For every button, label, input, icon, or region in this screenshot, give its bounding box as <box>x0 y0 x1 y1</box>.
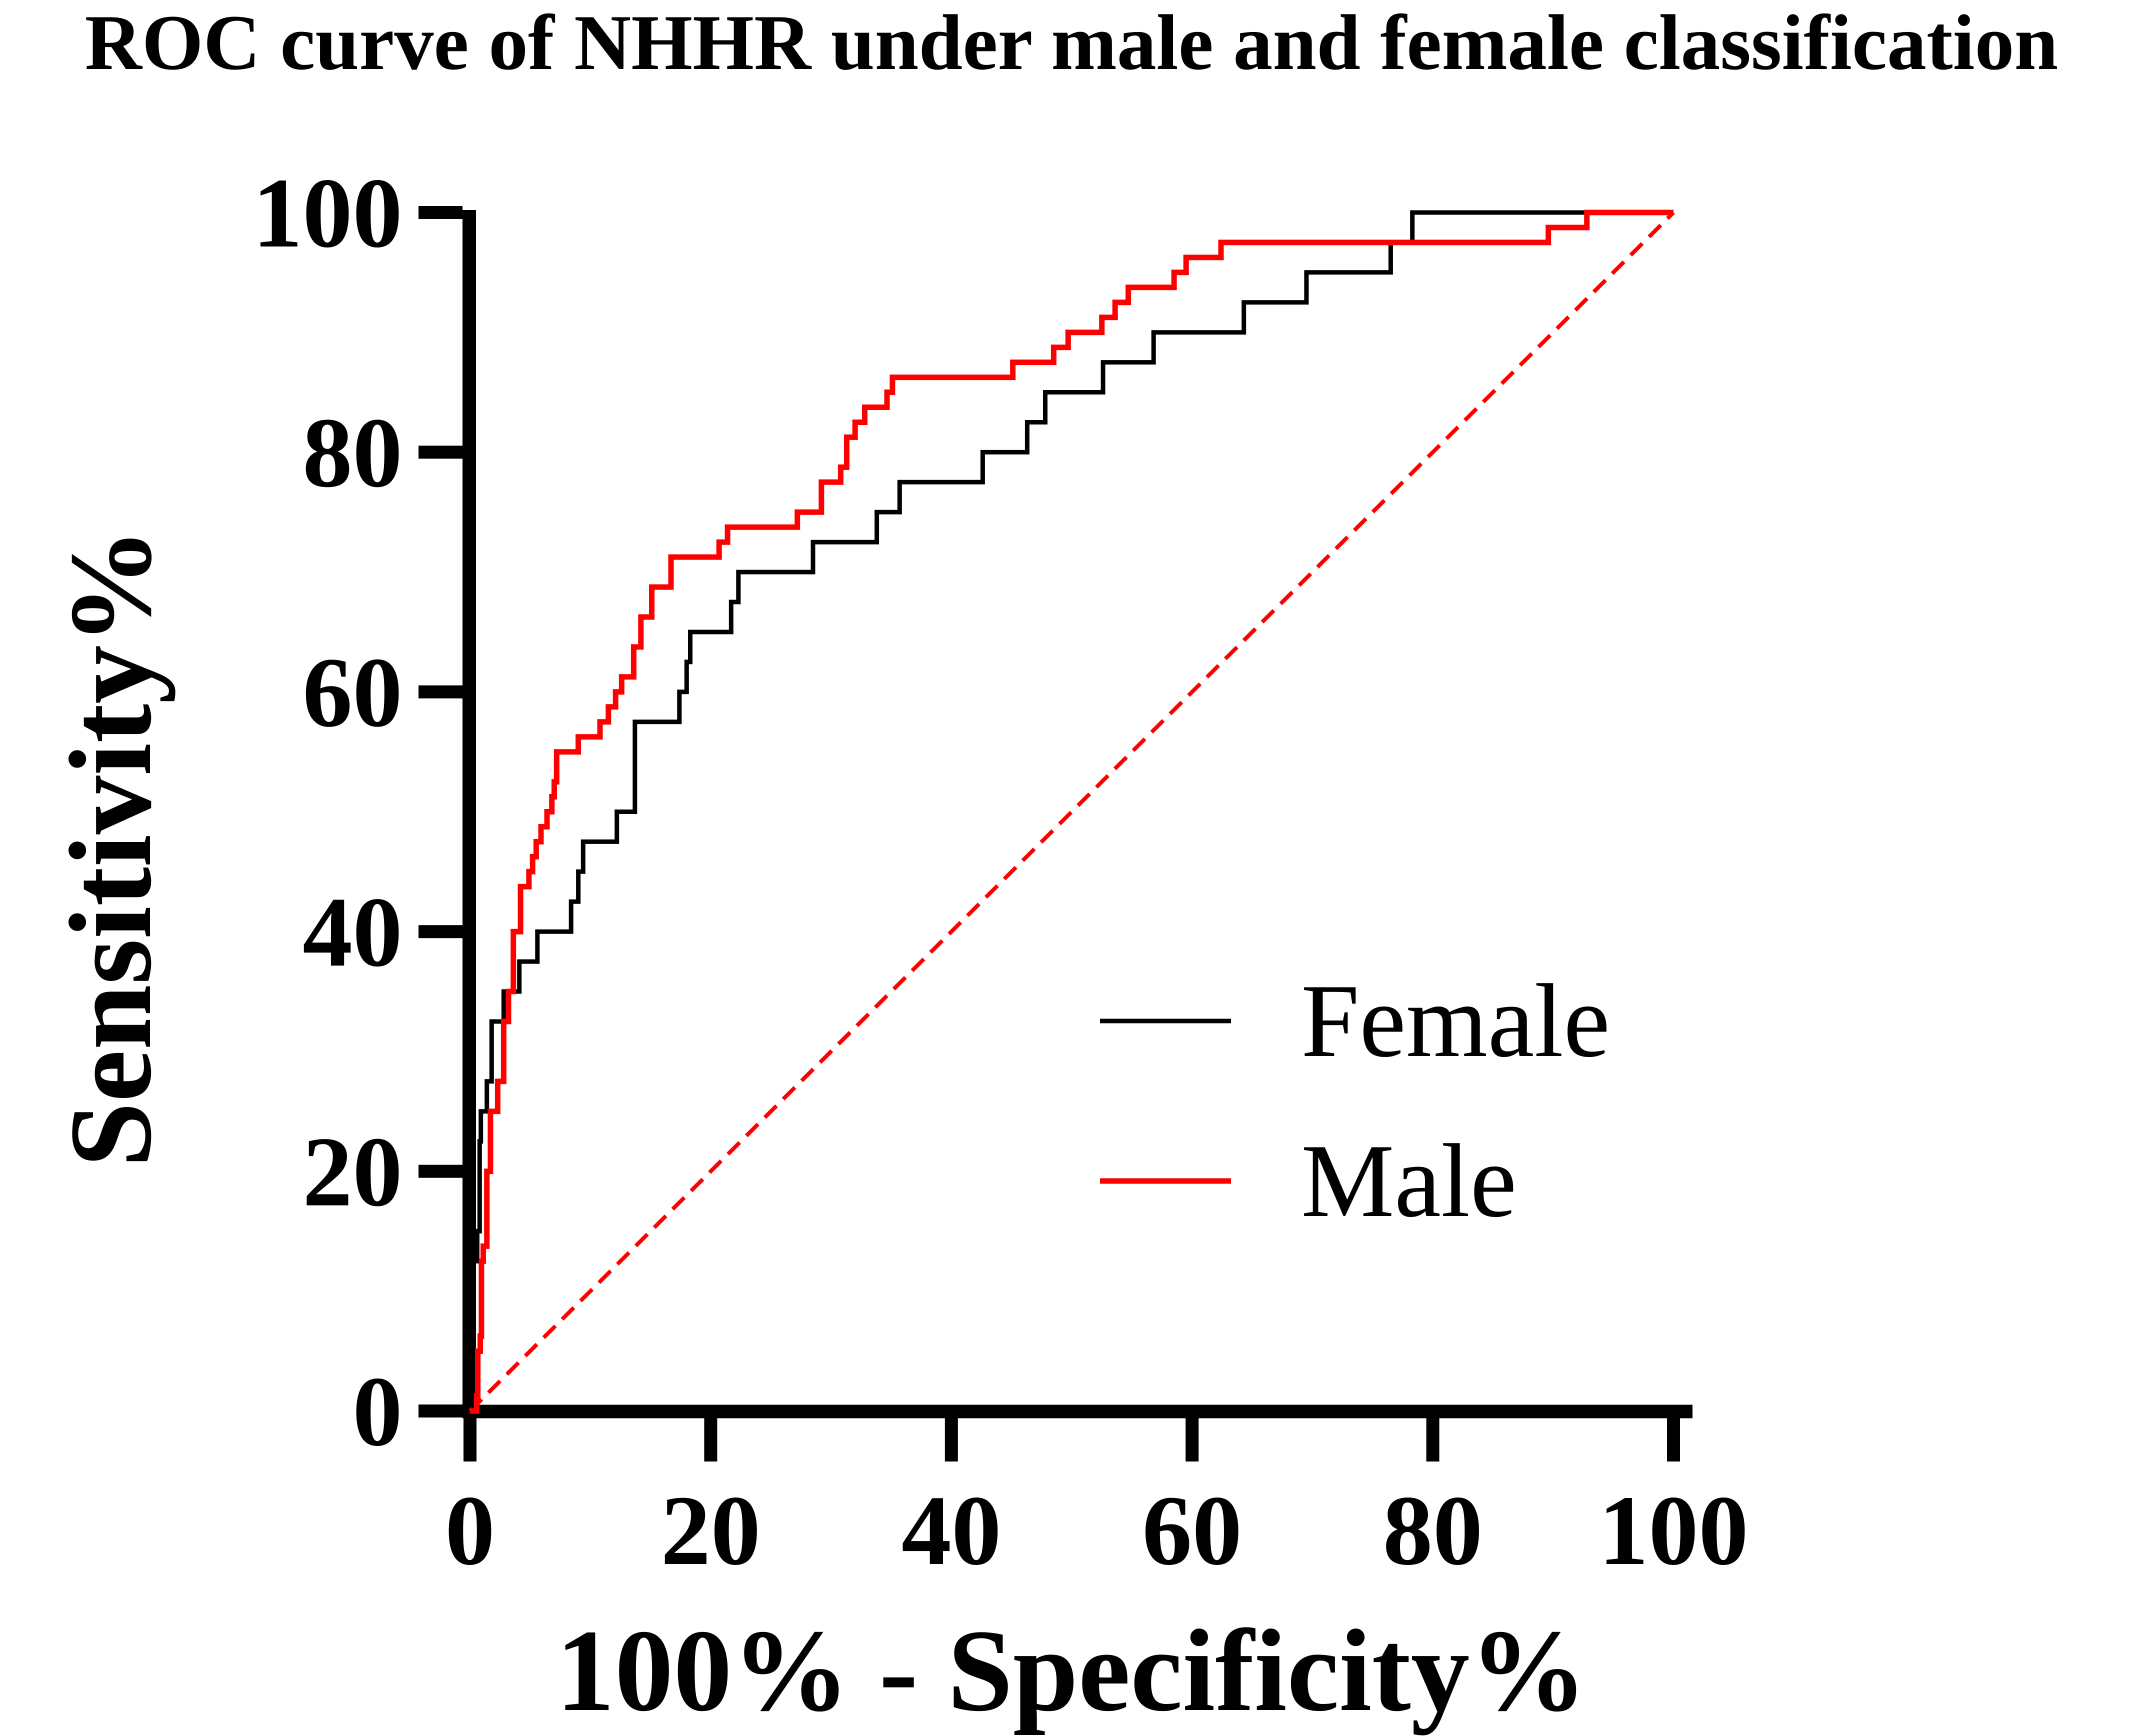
plot-area <box>468 210 1675 1414</box>
axes: 0 20 40 60 80 100 0 20 40 60 80 100 <box>252 158 1748 1586</box>
y-axis-ticks <box>418 206 462 1418</box>
y-tick-label: 100 <box>252 158 402 268</box>
x-tick-label: 60 <box>1142 1476 1242 1586</box>
legend-item-male: Male <box>1100 1123 1516 1239</box>
x-axis-tick-labels: 0 20 40 60 80 100 <box>445 1476 1748 1586</box>
x-tick-label: 0 <box>445 1476 495 1586</box>
female-roc-curve <box>470 210 1674 1414</box>
x-axis-title: 100% - Specificity% <box>556 1606 1587 1736</box>
x-tick-label: 40 <box>902 1476 1002 1586</box>
y-tick-label: 20 <box>302 1117 402 1228</box>
x-tick-label: 100 <box>1598 1476 1748 1586</box>
female-legend-label: Female <box>1301 963 1610 1079</box>
x-tick-label: 20 <box>660 1476 760 1586</box>
y-tick-label: 60 <box>302 638 402 748</box>
male-legend-label: Male <box>1301 1123 1516 1239</box>
male-roc-curve <box>470 210 1674 1414</box>
y-axis-title: Sensitivity% <box>46 528 176 1168</box>
y-axis-tick-labels: 0 20 40 60 80 100 <box>252 158 402 1467</box>
x-tick-label: 80 <box>1383 1476 1483 1586</box>
y-tick-label: 40 <box>302 877 402 988</box>
chart-title: ROC curve of NHHR under male and female … <box>85 0 2058 86</box>
reference-diagonal-line <box>468 211 1675 1412</box>
legend-item-female: Female <box>1100 963 1610 1079</box>
legend: Female Male <box>1100 963 1610 1239</box>
y-tick-label: 80 <box>302 398 402 508</box>
x-axis-ticks <box>464 1418 1680 1462</box>
y-tick-label: 0 <box>352 1356 402 1467</box>
